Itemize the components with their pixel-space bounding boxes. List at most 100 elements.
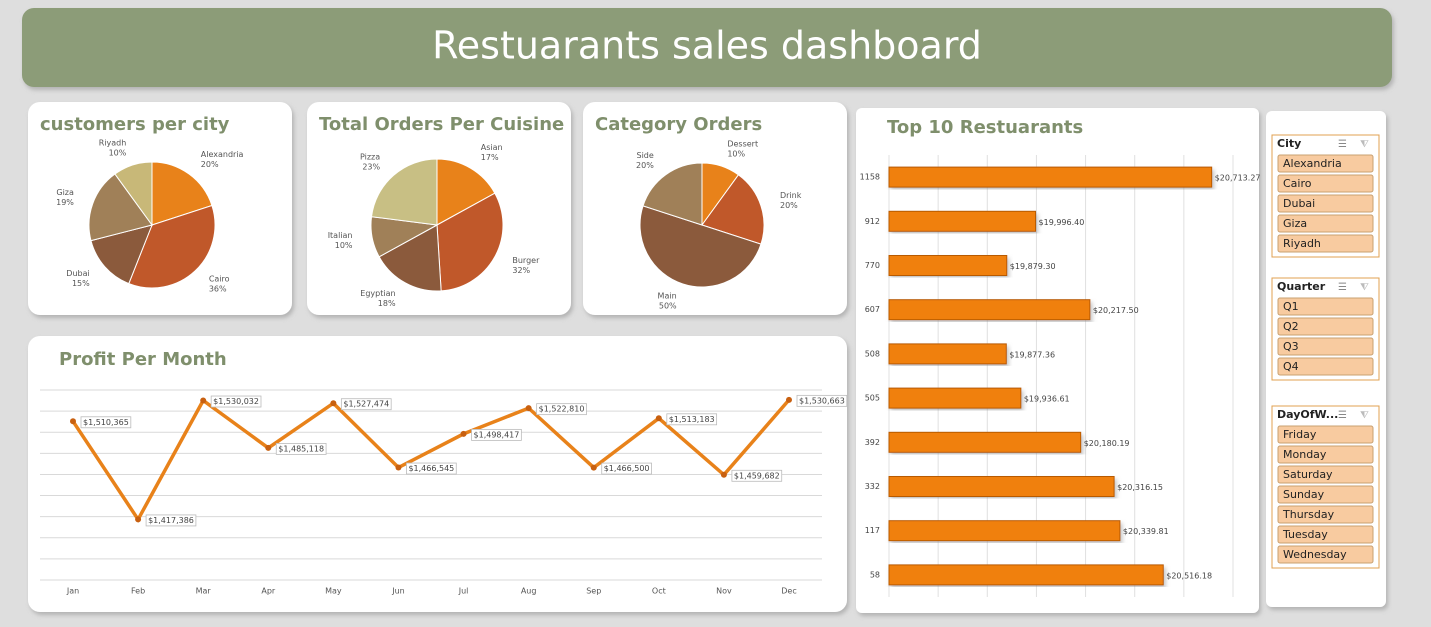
slicer-item-label[interactable]: Saturday xyxy=(1283,468,1333,481)
slicer-item-label[interactable]: Thursday xyxy=(1282,508,1335,521)
y-tick-label: 117 xyxy=(865,526,880,535)
slicer-icon[interactable]: ☰ xyxy=(1338,139,1347,150)
data-label: $1,530,663 xyxy=(799,396,845,405)
bar xyxy=(888,166,1213,188)
point xyxy=(720,471,727,478)
slicer-item[interactable] xyxy=(1277,357,1374,376)
pie-slice xyxy=(88,173,153,242)
slicer-item[interactable] xyxy=(1277,154,1374,173)
bar xyxy=(888,476,1115,497)
data-label: $20,516.18 xyxy=(1166,571,1212,580)
slicer-icon[interactable]: ⧨ xyxy=(1360,139,1369,150)
slicer-item-label[interactable]: Giza xyxy=(1283,217,1307,230)
y-tick-label: 508 xyxy=(865,349,880,358)
y-tick-label: 607 xyxy=(865,305,880,314)
slice-value: 18% xyxy=(378,299,396,308)
slicer-item[interactable] xyxy=(1277,505,1374,524)
label-box xyxy=(666,413,718,426)
x-tick-label: Jul xyxy=(458,587,469,596)
data-label: $20,339.81 xyxy=(1123,527,1169,536)
slicer-item[interactable] xyxy=(1277,317,1374,336)
slice-label: Side xyxy=(636,151,653,160)
slice-label: Pizza xyxy=(360,152,380,161)
pie-slice xyxy=(436,158,496,226)
slicer-item-label[interactable]: Wednesday xyxy=(1283,548,1347,561)
point xyxy=(395,464,402,471)
slicer-item-label[interactable]: Tuesday xyxy=(1282,528,1328,541)
x-tick-label: Oct xyxy=(652,587,666,596)
point xyxy=(265,444,272,451)
slicer-item-label[interactable]: Monday xyxy=(1283,448,1327,461)
slicer-icon[interactable]: ⧨ xyxy=(1360,410,1369,421)
bar xyxy=(888,343,1007,365)
slicer-item[interactable] xyxy=(1277,214,1374,233)
slicer-item-label[interactable]: Q2 xyxy=(1283,320,1299,333)
slicer-item[interactable] xyxy=(1277,425,1374,444)
bar xyxy=(888,564,1164,586)
y-tick-label: 505 xyxy=(865,394,880,403)
slicer-item[interactable] xyxy=(1277,337,1374,356)
slicer-item-label[interactable]: Dubai xyxy=(1283,197,1315,210)
slice-label: Alexandria xyxy=(201,150,244,159)
x-tick-label: Dec xyxy=(781,587,796,596)
slicer-item[interactable] xyxy=(1277,174,1374,193)
data-label: $1,530,032 xyxy=(213,397,259,406)
slice-value: 23% xyxy=(362,162,380,171)
slicer-icon[interactable]: ☰ xyxy=(1338,282,1347,293)
pie-slice xyxy=(114,161,153,227)
point xyxy=(786,396,792,403)
slice-value: 50% xyxy=(659,302,677,311)
slicer-icon[interactable]: ⧨ xyxy=(1360,282,1369,293)
bar xyxy=(888,431,1082,453)
header xyxy=(22,8,1392,87)
slicer-item[interactable] xyxy=(1277,445,1374,464)
label-box xyxy=(471,428,522,441)
slice-value: 10% xyxy=(727,149,745,158)
data-label: $1,522,810 xyxy=(539,405,585,414)
x-tick-label: Feb xyxy=(131,587,145,596)
slicer-item[interactable] xyxy=(1277,485,1374,504)
data-label: $1,498,417 xyxy=(474,430,520,439)
slice-value: 20% xyxy=(636,161,654,170)
slice-label: Asian xyxy=(481,143,503,152)
slicer-icon[interactable]: ☰ xyxy=(1338,410,1347,421)
bar xyxy=(888,387,1022,409)
x-tick-label: Jun xyxy=(391,587,405,596)
pie-slice xyxy=(151,161,213,226)
point xyxy=(70,418,76,425)
x-tick-label: Mar xyxy=(196,587,212,596)
data-label: $1,466,545 xyxy=(408,464,454,473)
label-box xyxy=(275,443,327,455)
x-tick-label: Nov xyxy=(716,587,732,596)
slicer-item-label[interactable]: Cairo xyxy=(1283,177,1312,190)
slicer-item-label[interactable]: Q3 xyxy=(1283,340,1299,353)
y-tick-label: 332 xyxy=(865,482,880,491)
slicer-item-label[interactable]: Friday xyxy=(1283,428,1317,441)
slicer-item[interactable] xyxy=(1277,525,1374,544)
pie-slice xyxy=(370,158,438,226)
slicer-item-label[interactable]: Q4 xyxy=(1283,360,1299,373)
slicer-item-label[interactable]: Q1 xyxy=(1283,300,1299,313)
slice-value: 10% xyxy=(109,148,127,157)
slicer-item-label[interactable]: Alexandria xyxy=(1283,157,1342,170)
y-tick-label: 58 xyxy=(870,570,880,579)
point xyxy=(200,397,207,404)
slice-value: 20% xyxy=(201,160,219,169)
bar xyxy=(888,520,1121,542)
pie-slice xyxy=(701,174,765,245)
y-tick-label: 1158 xyxy=(860,173,880,182)
slicer-item[interactable] xyxy=(1277,194,1374,213)
slice-value: 15% xyxy=(72,279,90,288)
slicer-item-label[interactable]: Sunday xyxy=(1283,488,1325,501)
slicer-item[interactable] xyxy=(1277,297,1374,316)
slicer-item[interactable] xyxy=(1277,465,1374,484)
bar xyxy=(888,255,1008,276)
slicer-item[interactable] xyxy=(1277,545,1374,564)
data-label: $20,713.27 xyxy=(1215,174,1261,183)
y-tick-label: 912 xyxy=(865,217,880,226)
slicer-item[interactable] xyxy=(1277,234,1374,253)
data-label: $20,316.15 xyxy=(1117,483,1163,492)
slicer-item-label[interactable]: Riyadh xyxy=(1283,237,1321,250)
slice-label: Dessert xyxy=(727,139,758,148)
slice-label: Main xyxy=(658,292,677,301)
